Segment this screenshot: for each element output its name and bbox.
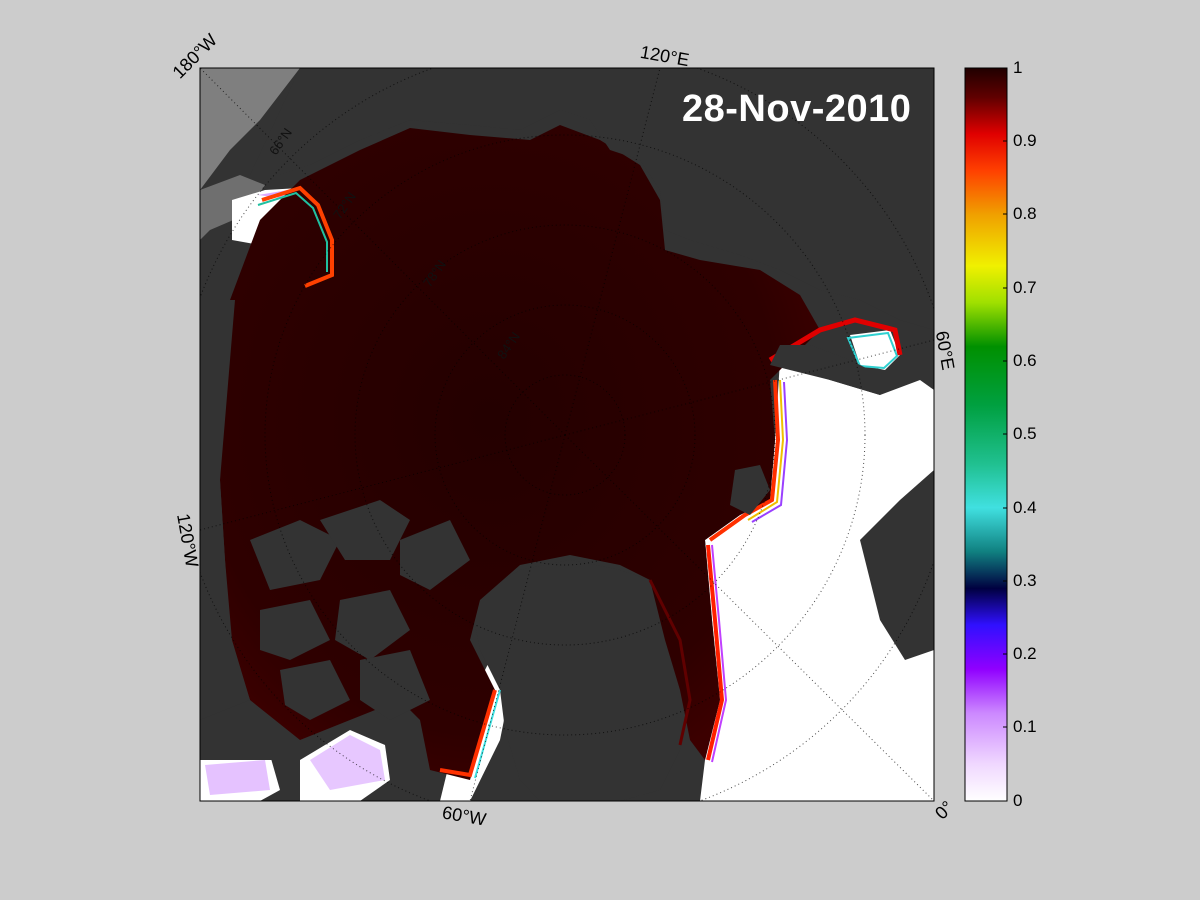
colorbar-tick-0.3: 0.3 [1013,571,1037,590]
siberia [560,68,934,330]
colorbar-tick-0.2: 0.2 [1013,644,1037,663]
colorbar-tick-0.7: 0.7 [1013,278,1037,297]
colorbar-tick-0.1: 0.1 [1013,717,1037,736]
open-water-atlantic [700,360,934,801]
colorbar-tick-0.5: 0.5 [1013,424,1037,443]
map-frame [199,67,935,802]
north-america-west [200,300,250,720]
colorbar-tick-0.4: 0.4 [1013,498,1037,517]
alaska-chukotka [250,68,560,175]
novaya-zemlya [770,345,890,395]
colorbar-ticks [1003,67,1007,802]
colorbar-tick-1: 1 [1013,58,1023,77]
outside-area [200,68,300,190]
colorbar-tick-0.9: 0.9 [1013,131,1037,150]
greenland [470,560,690,801]
scandinavia [860,470,934,660]
colorbar [964,67,1008,802]
date-title: 28-Nov-2010 [682,88,912,130]
colorbar-tick-0.8: 0.8 [1013,204,1037,223]
colorbar-tick-0.6: 0.6 [1013,351,1037,370]
graticule [200,68,934,801]
colorbar-tick-0: 0 [1013,791,1023,810]
